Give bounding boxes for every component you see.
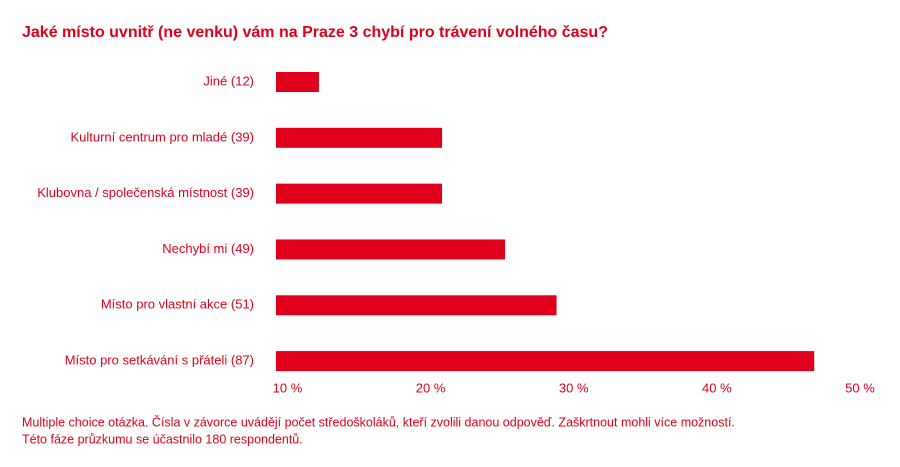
footnote: Multiple choice otázka. Čísla v závorce … <box>22 414 735 429</box>
bar <box>276 239 506 260</box>
x-tick-label: 10 % <box>273 380 303 395</box>
y-tick-label: Kulturní centrum pro mladé (39) <box>70 129 254 144</box>
y-tick-label: Klubovna / společenská místnost (39) <box>37 185 254 200</box>
y-tick-label: Místo pro vlastní akce (51) <box>101 297 254 312</box>
y-tick-label: Nechybí mi (49) <box>162 241 254 256</box>
bar <box>276 351 815 372</box>
bar <box>276 183 443 204</box>
footnote: Této fáze průzkumu se účastnilo 180 resp… <box>22 432 303 446</box>
x-tick-label: 40 % <box>702 380 732 395</box>
x-tick-label: 50 % <box>845 380 875 395</box>
x-tick-label: 30 % <box>559 380 589 395</box>
bar <box>276 72 319 92</box>
bar <box>276 127 443 148</box>
chart-title: Jaké místo uvnitř (ne venku) vám na Praz… <box>22 24 608 41</box>
bar <box>276 295 557 316</box>
x-tick-label: 20 % <box>416 380 446 395</box>
y-tick-label: Jiné (12) <box>203 73 254 88</box>
y-tick-label: Místo pro setkávání s přáteli (87) <box>65 353 254 368</box>
